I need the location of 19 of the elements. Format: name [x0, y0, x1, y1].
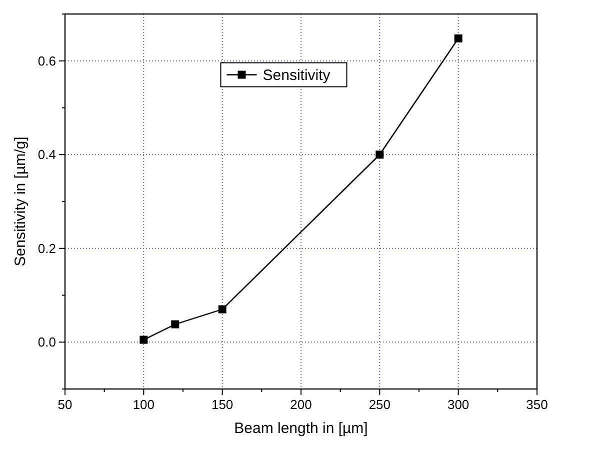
point	[140, 336, 148, 344]
y-tick-label: 0.4	[38, 147, 56, 162]
x-tick-label: 250	[368, 397, 391, 412]
point	[454, 34, 462, 42]
x-tick-label: 50	[58, 397, 72, 412]
x-tick-label: 300	[447, 397, 470, 412]
y-tick-label: 0.6	[38, 53, 56, 68]
y-axis-title: Sensitivity in [µm/g]	[12, 136, 29, 266]
x-tick-label: 100	[132, 397, 155, 412]
x-tick-label: 350	[526, 397, 548, 412]
y-tick-label: 0.0	[38, 334, 56, 350]
x-axis-title: Beam length in [µm]	[234, 420, 368, 437]
x-tick-label: 200	[290, 397, 312, 412]
x-tick-label: 150	[211, 397, 234, 412]
legend-label: Sensitivity	[262, 67, 331, 84]
point	[171, 320, 180, 328]
y-tick-label: 0.2	[38, 240, 56, 256]
point	[376, 150, 384, 159]
point	[218, 305, 226, 314]
